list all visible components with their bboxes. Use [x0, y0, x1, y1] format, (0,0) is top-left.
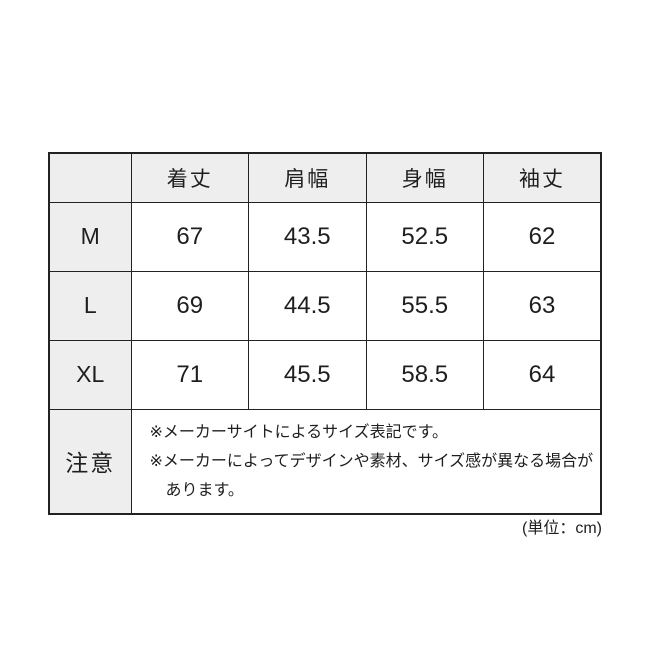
- note-row-label: 注意: [48, 408, 132, 514]
- cell-l-body-width: 55.5: [365, 270, 484, 341]
- column-header-shoulder-width: 肩幅: [248, 152, 367, 203]
- column-header-body-width: 身幅: [365, 152, 484, 203]
- table-row-l: L 69 44.5 55.5 63: [48, 270, 602, 341]
- column-header-sleeve-length: 袖丈: [483, 152, 602, 203]
- table-row-xl: XL 71 45.5 58.5 64: [48, 339, 602, 410]
- note-cell: ※メーカーサイトによるサイズ表記です。 ※メーカーによってデザインや素材、サイズ…: [130, 408, 602, 514]
- note-line-1: ※メーカーサイトによるサイズ表記です。: [149, 423, 449, 441]
- row-label-m: M: [48, 201, 132, 272]
- cell-l-shoulder-width: 44.5: [248, 270, 367, 341]
- table-row-m: M 67 43.5 52.5 62: [48, 201, 602, 272]
- cell-xl-body-length: 71: [130, 339, 249, 410]
- cell-xl-shoulder-width: 45.5: [248, 339, 367, 410]
- corner-cell: [48, 152, 132, 203]
- row-label-xl: XL: [48, 339, 132, 410]
- cell-xl-sleeve-length: 64: [483, 339, 602, 410]
- column-header-body-length: 着丈: [130, 152, 249, 203]
- note-row: 注意 ※メーカーサイトによるサイズ表記です。 ※メーカーによってデザインや素材、…: [48, 408, 602, 514]
- cell-xl-body-width: 58.5: [365, 339, 484, 410]
- cell-m-body-length: 67: [130, 201, 249, 272]
- cell-m-sleeve-length: 62: [483, 201, 602, 272]
- note-line-2: ※メーカーによってデザインや素材、サイズ感が異なる場合があります。: [149, 452, 594, 499]
- header-row: 着丈 肩幅 身幅 袖丈: [48, 152, 602, 203]
- size-chart-table: 着丈 肩幅 身幅 袖丈 M 67 43.5 52.5 62 L 69 44.5 …: [48, 152, 602, 515]
- cell-l-body-length: 69: [130, 270, 249, 341]
- cell-l-sleeve-length: 63: [483, 270, 602, 341]
- row-label-l: L: [48, 270, 132, 341]
- unit-note: (単位：cm): [522, 520, 602, 537]
- cell-m-body-width: 52.5: [365, 201, 484, 272]
- cell-m-shoulder-width: 43.5: [248, 201, 367, 272]
